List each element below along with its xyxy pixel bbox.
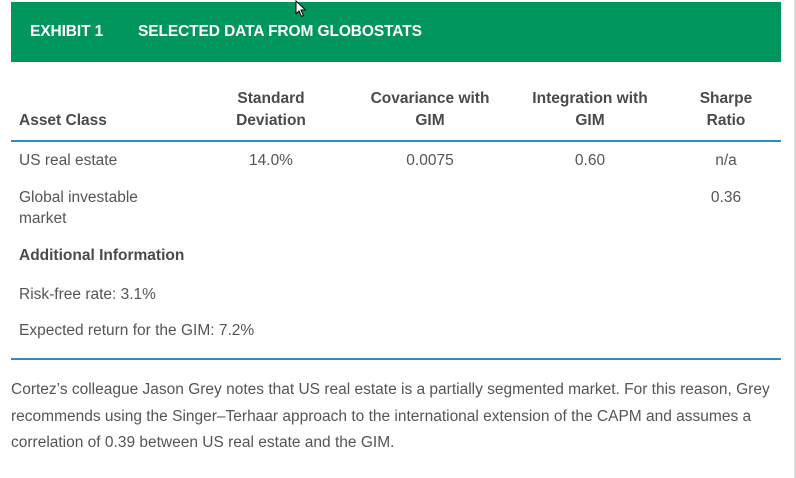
row2-asset-class-line1: Global investable: [19, 189, 138, 206]
header-covariance: Covariance with GIM: [355, 88, 505, 132]
header-sharpe-line1: Sharpe: [699, 90, 753, 107]
mouse-cursor-icon: [295, 0, 307, 18]
risk-free-rate: Risk-free rate: 3.1%: [19, 286, 156, 303]
row2-asset-class-line2: market: [19, 210, 67, 227]
header-std-dev-line1: Standard: [237, 90, 305, 107]
header-sharpe-line2: Ratio: [706, 112, 746, 129]
row1-std-dev: 14.0%: [249, 152, 293, 169]
header-cov-line2: GIM: [415, 112, 445, 129]
row1-asset-class: US real estate: [19, 152, 118, 169]
exhibit-title: SELECTED DATA FROM GLOBOSTATS: [138, 23, 422, 40]
exhibit-header: EXHIBIT 1 SELECTED DATA FROM GLOBOSTATS: [11, 2, 781, 62]
row2-sharpe: 0.36: [710, 189, 742, 206]
header-rule: [11, 140, 781, 142]
header-sharpe: Sharpe Ratio: [681, 88, 771, 132]
header-cov-line1: Covariance with: [370, 90, 490, 107]
header-int-line2: GIM: [575, 112, 605, 129]
table-header-row: Asset Class Standard Deviation Covarianc…: [11, 88, 781, 132]
exhibit-number: EXHIBIT 1: [30, 23, 104, 40]
row2-asset-class: Global investable market: [19, 187, 138, 229]
header-integration: Integration with GIM: [515, 88, 665, 132]
footer-rule: [11, 358, 781, 360]
row1-covariance: 0.0075: [406, 152, 454, 169]
additional-info-heading: Additional Information: [19, 247, 185, 264]
header-asset-class: Asset Class: [19, 112, 107, 129]
row1-integration: 0.60: [574, 152, 606, 169]
body-paragraph: Cortez’s colleague Jason Grey notes that…: [11, 381, 770, 451]
row1-sharpe: n/a: [715, 152, 737, 169]
scroll-edge: [794, 0, 796, 478]
header-std-dev-line2: Deviation: [236, 112, 306, 129]
expected-return: Expected return for the GIM: 7.2%: [19, 322, 255, 339]
header-std-dev: Standard Deviation: [211, 88, 331, 132]
header-int-line1: Integration with: [532, 90, 648, 107]
